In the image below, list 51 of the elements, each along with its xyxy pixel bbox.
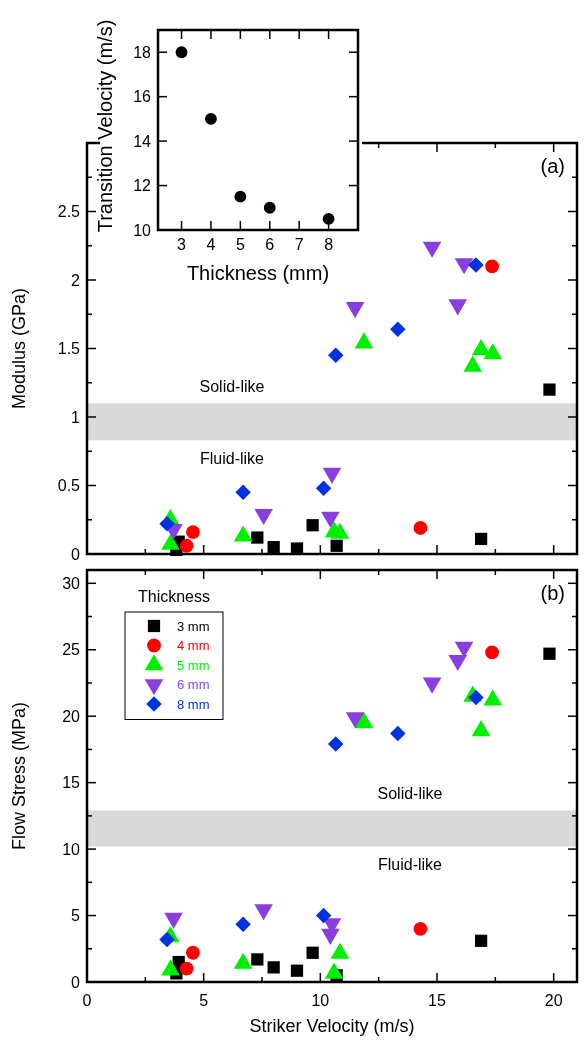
- point: [234, 190, 247, 203]
- legend-label: 4 mm: [177, 638, 210, 654]
- y-tick-label: 20: [62, 707, 81, 725]
- x-tick-label: 6: [265, 236, 275, 253]
- y-tick-label: 2: [71, 271, 81, 289]
- y-tick-label: 2.5: [57, 203, 81, 221]
- annotation: Solid-like: [199, 377, 265, 395]
- x-tick-label: 8: [324, 236, 334, 253]
- y-axis-title: Modulus (GPa): [9, 287, 29, 410]
- y-tick-label: 30: [62, 574, 81, 592]
- y-tick-label: 18: [133, 43, 152, 61]
- y-tick-label: 1.5: [57, 340, 81, 358]
- y-tick-label: 14: [133, 132, 152, 150]
- y-tick-label: 1: [71, 408, 81, 426]
- y-tick-label: 0: [71, 545, 81, 563]
- x-tick-label: 7: [294, 236, 304, 253]
- y-tick-label: 12: [133, 177, 152, 195]
- y-tick-label: 0: [71, 973, 81, 991]
- point: [263, 201, 276, 214]
- y-tick-label: 5: [71, 907, 81, 925]
- annotation: Solid-like: [377, 785, 443, 803]
- y-tick-label: 10: [133, 221, 152, 239]
- legend-label: 5 mm: [177, 657, 210, 673]
- x-tick-label: 4: [206, 236, 216, 253]
- annotation: (b): [540, 582, 565, 604]
- x-axis-title: Thickness (mm): [186, 262, 330, 284]
- legend-title: Thickness: [137, 588, 211, 605]
- y-tick-label: 10: [62, 840, 81, 858]
- x-tick-label: 20: [544, 992, 563, 1009]
- legend-label: 3 mm: [177, 618, 210, 634]
- y-axis-title: Transition Velocity (m/s): [94, 19, 116, 233]
- x-tick-label: 0: [82, 992, 92, 1009]
- annotation: (a): [540, 155, 565, 177]
- annotation: Fluid-like: [377, 856, 443, 874]
- x-tick-label: 5: [235, 236, 245, 253]
- point: [205, 112, 217, 125]
- x-tick-label: 15: [428, 992, 446, 1009]
- y-tick-label: 25: [62, 641, 81, 659]
- y-tick-label: 16: [133, 88, 152, 106]
- x-tick-label: 3: [177, 236, 187, 253]
- x-axis-title: Striker Velocity (m/s): [249, 1016, 415, 1036]
- y-tick-label: 15: [62, 774, 81, 792]
- annotation: Fluid-like: [199, 449, 265, 467]
- point: [322, 212, 335, 225]
- point: [175, 46, 188, 59]
- legend-label: 8 mm: [177, 696, 210, 712]
- y-axis-title: Flow Stress (MPa): [9, 701, 29, 851]
- y-tick-label: 0.5: [57, 477, 81, 495]
- x-tick-label: 10: [311, 992, 330, 1009]
- x-tick-label: 5: [199, 992, 209, 1009]
- legend-label: 6 mm: [177, 677, 210, 693]
